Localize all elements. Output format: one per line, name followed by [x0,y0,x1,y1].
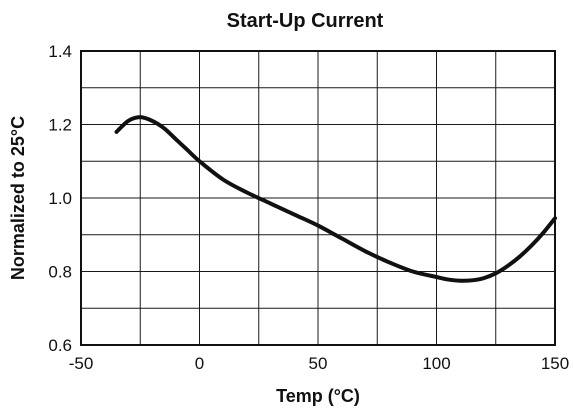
x-tick-label: 0 [195,354,204,373]
x-tick-label: 50 [309,354,328,373]
y-tick-label: 1.2 [48,116,72,135]
x-tick-label: -50 [69,354,94,373]
plot-frame [80,50,556,346]
y-axis-label: Normalized to 25°C [8,116,28,280]
series-line [114,115,557,283]
x-tick-label: 150 [541,354,569,373]
x-axis-label: Temp (°C) [276,386,360,406]
y-tick-label: 1.4 [48,42,72,61]
x-axis-ticks: -50 0 50 100 150 [69,354,569,373]
y-tick-label: 0.6 [48,336,72,355]
grid [81,51,555,345]
x-tick-label: 100 [422,354,450,373]
y-tick-label: 1.0 [48,189,72,208]
y-tick-label: 0.8 [48,263,72,282]
chart-title: Start-Up Current [227,10,384,32]
y-axis-ticks: 0.6 0.8 1.0 1.2 1.4 [48,42,72,355]
